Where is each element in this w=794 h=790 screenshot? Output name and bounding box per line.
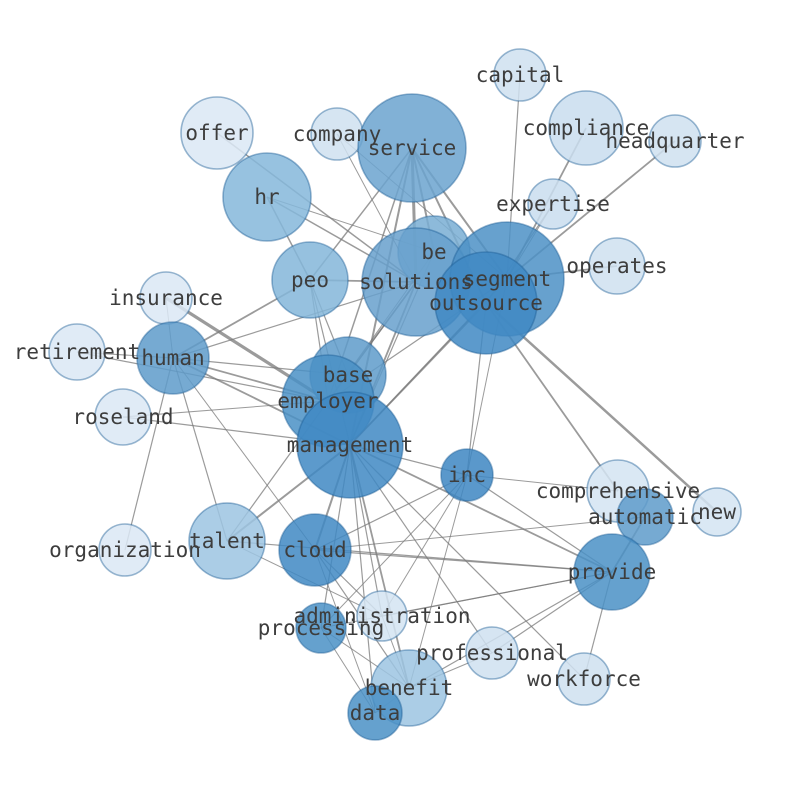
graph-node-service bbox=[357, 93, 467, 203]
graph-node-compliance bbox=[548, 90, 624, 166]
graph-node-expertise bbox=[527, 178, 579, 230]
graph-node-talent bbox=[188, 502, 266, 580]
graph-node-provide bbox=[573, 533, 651, 611]
graph-node-outsource bbox=[434, 251, 538, 355]
graph-node-automatic bbox=[616, 488, 674, 546]
graph-node-processing bbox=[295, 602, 347, 654]
graph-edge-management-workforce bbox=[349, 444, 585, 680]
graph-node-administration bbox=[356, 590, 408, 642]
graph-node-data bbox=[347, 685, 403, 741]
graph-node-insurance bbox=[139, 271, 193, 325]
graph-edge-inc-administration bbox=[381, 474, 468, 617]
graph-node-inc bbox=[440, 448, 494, 502]
graph-node-capital bbox=[493, 48, 547, 102]
graph-edge-human-cloud bbox=[172, 357, 316, 551]
graph-node-hr bbox=[222, 152, 312, 242]
graph-node-offer bbox=[180, 96, 254, 170]
graph-node-headquarter bbox=[648, 114, 702, 168]
graph-node-human bbox=[136, 321, 210, 395]
graph-node-peo bbox=[271, 241, 349, 319]
graph-edge-provide-benefit bbox=[408, 571, 613, 689]
node-layer bbox=[48, 48, 742, 741]
graph-node-cloud bbox=[278, 513, 352, 587]
graph-node-roseland bbox=[94, 388, 152, 446]
graph-edge-cloud-automatic bbox=[314, 516, 646, 551]
graph-node-company bbox=[310, 107, 364, 161]
graph-edge-inc-processing bbox=[320, 474, 468, 629]
graph-node-new bbox=[692, 487, 742, 537]
graph-edge-outsource-new bbox=[485, 302, 718, 513]
graph-node-retirement bbox=[48, 323, 106, 381]
graph-node-workforce bbox=[557, 652, 611, 706]
graph-node-management bbox=[296, 391, 404, 499]
graph-node-operates bbox=[588, 237, 646, 295]
graph-node-organization bbox=[98, 523, 152, 577]
graph-node-professional bbox=[465, 626, 519, 680]
